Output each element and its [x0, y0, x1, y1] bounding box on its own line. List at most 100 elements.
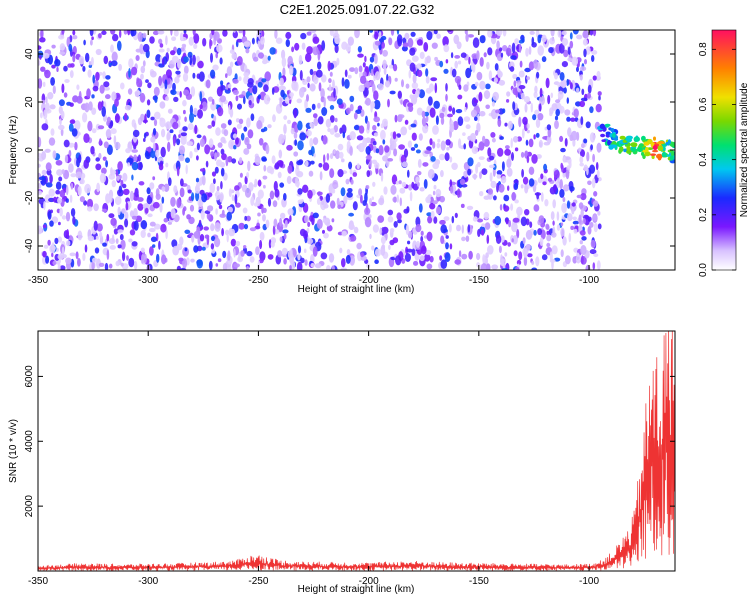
spectrogram-noise-cell — [484, 222, 491, 230]
spectrogram-noise-cell — [147, 232, 151, 238]
spectrogram-noise-cell — [210, 52, 213, 63]
signal-trace-cell — [626, 145, 631, 151]
spectrogram-noise-cell — [153, 86, 160, 97]
spectrogram-noise-cell — [344, 79, 350, 89]
spectrogram-noise-cell — [121, 208, 126, 214]
spectrogram-noise-cell — [191, 192, 195, 202]
spectrogram-noise-cell — [283, 258, 287, 265]
spectrogram-noise-cell — [347, 36, 354, 46]
spectrogram-noise-cell — [109, 245, 117, 250]
spectrogram-noise-cell — [149, 221, 156, 227]
spectrogram-noise-cell — [225, 73, 228, 78]
spectrogram-noise-cell — [520, 151, 525, 158]
spectrogram-noise-cell — [570, 225, 575, 230]
spectrogram-noise-cell — [189, 55, 193, 66]
spectrogram-noise-cell — [87, 120, 93, 132]
spectrogram-noise-cell — [135, 55, 140, 61]
spectrogram-noise-cell — [63, 139, 70, 148]
spectrogram-noise-cell — [120, 262, 124, 267]
spectrogram-noise-cell — [287, 250, 293, 259]
spectrogram-noise-cell — [77, 230, 83, 241]
spectrogram-noise-cell — [113, 135, 117, 145]
spectrogram-noise-cell — [372, 141, 377, 146]
spectrogram-noise-cell — [406, 248, 413, 253]
spectrogram-noise-cell — [369, 233, 372, 240]
spectrogram-noise-cell — [61, 246, 65, 257]
spectrogram-noise-cell — [467, 34, 474, 38]
spectrogram-noise-cell — [556, 211, 560, 221]
spectrogram-noise-cell — [451, 162, 458, 170]
spectrogram-noise-cell — [279, 182, 285, 188]
spectrogram-noise-cell — [190, 86, 196, 97]
spectrogram-noise-cell — [525, 47, 529, 57]
spectrogram-noise-cell — [287, 119, 291, 125]
spectrogram-noise-cell — [377, 215, 385, 223]
spectrogram-noise-cell — [495, 234, 502, 244]
spectrogram-noise-cell — [410, 147, 416, 151]
spectrogram-noise-cell — [289, 215, 292, 222]
spectrogram-noise-cell — [392, 131, 397, 140]
spectrogram-noise-cell — [254, 178, 258, 187]
spectrogram-noise-cell — [77, 185, 82, 196]
spectrogram-noise-cell — [497, 147, 504, 157]
spectrogram-noise-cell — [171, 239, 178, 248]
spectrogram-noise-cell — [252, 85, 258, 95]
spectrogram-noise-cell — [552, 220, 555, 226]
spectrogram-noise-cell — [504, 252, 508, 257]
spectrogram-noise-cell — [233, 30, 236, 33]
spectrogram-noise-cell — [567, 213, 573, 222]
y-tick-label: 0 — [24, 147, 35, 153]
spectrogram-noise-cell — [579, 162, 584, 167]
spectrogram-noise-cell — [344, 69, 348, 78]
spectrogram-noise-cell — [274, 30, 278, 39]
spectrogram-noise-cell — [347, 188, 353, 193]
spectrogram-noise-cell — [235, 95, 239, 102]
spectrogram-noise-cell — [72, 30, 76, 36]
spectrogram-noise-cell — [183, 30, 187, 34]
spectrogram-noise-cell — [303, 248, 307, 254]
spectrogram-noise-cell — [220, 148, 225, 155]
spectrogram-noise-cell — [201, 101, 208, 112]
spectrogram-noise-cell — [72, 216, 76, 225]
spectrogram-noise-cell — [93, 203, 99, 212]
spectrogram-noise-cell — [331, 218, 335, 223]
spectrogram-noise-cell — [148, 227, 156, 233]
spectrogram-noise-cell — [578, 214, 582, 224]
spectrogram-noise-cell — [410, 123, 417, 128]
spectrogram-noise-cell — [52, 150, 57, 160]
spectrogram-noise-cell — [321, 40, 326, 51]
spectrogram-noise-cell — [155, 54, 162, 63]
signal-trace-cell — [622, 139, 627, 143]
spectrogram-noise-cell — [430, 77, 438, 82]
spectrogram-noise-cell — [291, 46, 295, 53]
spectrogram-noise-cell — [249, 256, 255, 263]
spectrogram-noise-cell — [476, 218, 484, 223]
spectrogram-noise-cell — [243, 126, 248, 132]
spectrogram-noise-cell — [166, 47, 170, 53]
spectrogram-noise-cell — [416, 171, 422, 176]
signal-trace-cell — [601, 139, 607, 143]
spectrogram-noise-cell — [557, 90, 564, 100]
spectrogram-noise-cell — [597, 91, 602, 96]
spectrogram-noise-cell — [457, 60, 462, 65]
spectrogram-noise-cell — [498, 245, 502, 254]
spectrogram-noise-cell — [352, 201, 358, 211]
signal-trace-cell — [631, 147, 636, 152]
spectrogram-noise-cell — [227, 119, 232, 126]
spectrogram-noise-cell — [211, 249, 216, 254]
spectrogram-noise-cell — [508, 120, 513, 130]
spectrogram-noise-cell — [570, 117, 576, 122]
spectrogram-noise-cell — [487, 188, 493, 195]
spectrogram-noise-cell — [562, 197, 566, 202]
spectrogram-noise-cell — [445, 93, 448, 102]
spectrogram-noise-cell — [383, 67, 387, 75]
spectrogram-noise-cell — [494, 215, 502, 226]
spectrogram-noise-cell — [596, 70, 601, 79]
spectrogram-noise-cell — [449, 123, 455, 133]
spectrogram-noise-cell — [160, 146, 166, 158]
spectrogram-noise-cell — [530, 102, 533, 113]
spectrogram-noise-cell — [521, 128, 525, 139]
signal-trace-cell — [599, 123, 606, 129]
spectrogram-noise-cell — [227, 83, 232, 89]
spectrogram-noise-cell — [225, 84, 229, 90]
